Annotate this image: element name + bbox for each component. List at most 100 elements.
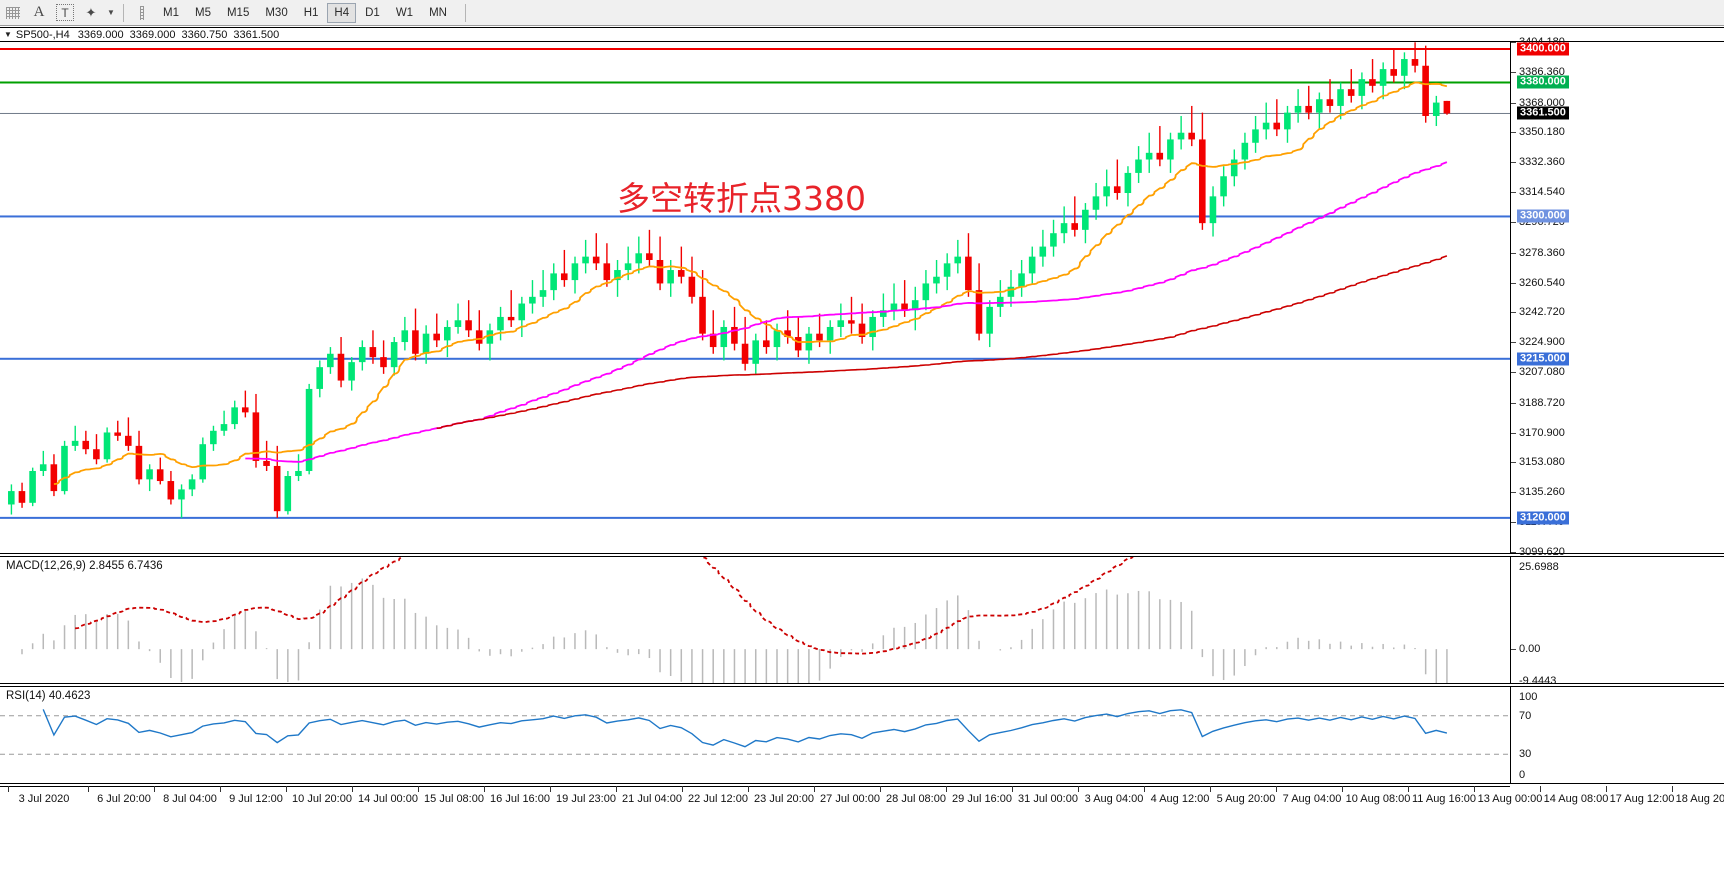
time-tick bbox=[484, 786, 485, 792]
time-tick-label: 29 Jul 16:00 bbox=[952, 793, 1012, 805]
time-tick-label: 21 Jul 04:00 bbox=[622, 793, 682, 805]
time-tick-label: 15 Jul 08:00 bbox=[424, 793, 484, 805]
rsi-tick-label: 100 bbox=[1519, 691, 1538, 703]
price-plot-area[interactable] bbox=[0, 42, 1510, 553]
timeframe-m30-button[interactable]: M30 bbox=[265, 6, 288, 19]
crosshair-grid-icon[interactable] bbox=[0, 1, 26, 25]
rsi-tick-label: 70 bbox=[1519, 709, 1532, 722]
bottom-filler bbox=[0, 810, 1724, 892]
timeframe-m15-button[interactable]: M15 bbox=[226, 6, 250, 19]
time-tick-label: 23 Jul 20:00 bbox=[754, 793, 814, 805]
time-tick-label: 28 Jul 08:00 bbox=[886, 793, 946, 805]
time-tick-label: 8 Jul 04:00 bbox=[163, 793, 217, 805]
price-level-badge[interactable]: 3215.000 bbox=[1517, 352, 1569, 366]
price-tick bbox=[1511, 282, 1516, 284]
timeframe-group: M1 M5 M15 M30 H1 H4 D1 W1 MN bbox=[155, 2, 455, 23]
timeframe-grip-icon bbox=[129, 1, 155, 25]
time-tick-label: 9 Jul 12:00 bbox=[229, 793, 283, 805]
time-tick bbox=[220, 786, 221, 792]
timeframe-m5-button[interactable]: M5 bbox=[194, 6, 211, 19]
symbol-label: SP500-,H4 bbox=[15, 28, 70, 41]
toolbar-divider bbox=[123, 3, 124, 22]
collapse-caret-icon[interactable]: ▼ bbox=[4, 30, 12, 39]
time-tick bbox=[946, 786, 947, 792]
time-tick bbox=[1408, 786, 1409, 792]
time-tick bbox=[1276, 786, 1277, 792]
time-tick bbox=[550, 786, 551, 792]
time-tick-label: 13 Aug 00:00 bbox=[1477, 793, 1543, 805]
grip-glyph bbox=[140, 5, 144, 20]
price-candles-svg bbox=[0, 42, 1510, 519]
time-tick-label: 22 Jul 12:00 bbox=[688, 793, 748, 805]
price-tick bbox=[1511, 312, 1516, 314]
time-tick bbox=[1342, 786, 1343, 792]
price-chart-panel[interactable]: 3404.1803386.3603368.0003350.1803332.360… bbox=[0, 36, 1724, 558]
price-tick-label: 3170.900 bbox=[1519, 426, 1565, 439]
time-tick bbox=[1012, 786, 1013, 792]
main-toolbar: A T ✦ ▼ M1 M5 M15 M30 H1 H4 D1 W1 MN bbox=[0, 0, 1724, 26]
time-tick-label: 18 Aug 20:00 bbox=[1675, 793, 1724, 805]
price-level-badge[interactable]: 3120.000 bbox=[1517, 511, 1569, 525]
grid-glyph bbox=[6, 6, 20, 19]
time-tick bbox=[1210, 786, 1211, 792]
timeframe-m1-button[interactable]: M1 bbox=[163, 6, 179, 19]
time-tick bbox=[748, 786, 749, 792]
price-tick bbox=[1511, 492, 1516, 494]
price-level-badge[interactable]: 3400.000 bbox=[1517, 42, 1569, 56]
macd-tick-label: 25.6988 bbox=[1519, 561, 1559, 573]
price-tick bbox=[1511, 342, 1516, 344]
macd-plot-area[interactable] bbox=[0, 557, 1510, 683]
macd-tick-label: 0.00 bbox=[1519, 643, 1541, 656]
macd-indicator-panel[interactable]: MACD(12,26,9) 2.8455 6.7436 25.6988 0.00 -… bbox=[0, 556, 1724, 687]
price-axis[interactable]: 3404.1803386.3603368.0003350.1803332.360… bbox=[1510, 36, 1724, 558]
timeframe-mn-button[interactable]: MN bbox=[429, 6, 447, 19]
text-label-icon[interactable]: A bbox=[33, 4, 45, 20]
rsi-tick-label: 30 bbox=[1519, 748, 1532, 761]
price-level-badge[interactable]: 3300.000 bbox=[1517, 209, 1569, 223]
text-box-icon[interactable]: T bbox=[56, 4, 74, 21]
price-tick bbox=[1511, 42, 1516, 43]
timeframe-w1-button[interactable]: W1 bbox=[395, 6, 414, 19]
price-tick-label: 3135.260 bbox=[1519, 486, 1565, 499]
ohlc-high: 3369.000 bbox=[129, 28, 176, 41]
time-tick bbox=[418, 786, 419, 792]
price-tick bbox=[1511, 402, 1516, 404]
price-tick-label: 3386.360 bbox=[1519, 65, 1565, 78]
price-tick-label: 3314.540 bbox=[1519, 186, 1565, 199]
timeframe-h4-button[interactable]: H4 bbox=[327, 2, 357, 23]
price-level-badge[interactable]: 3361.500 bbox=[1517, 106, 1569, 120]
price-tick bbox=[1511, 162, 1516, 164]
rsi-plot-area[interactable] bbox=[0, 687, 1510, 783]
chevron-down-icon[interactable]: ▼ bbox=[107, 8, 115, 17]
price-tick-label: 3278.360 bbox=[1519, 246, 1565, 259]
time-tick bbox=[1144, 786, 1145, 792]
time-tick-label: 19 Jul 23:00 bbox=[556, 793, 616, 805]
price-tick-label: 3332.360 bbox=[1519, 156, 1565, 169]
timeframe-d1-button[interactable]: D1 bbox=[365, 6, 380, 19]
time-tick-label: 14 Aug 08:00 bbox=[1543, 793, 1609, 805]
price-tick bbox=[1511, 132, 1516, 134]
price-level-badge[interactable]: 3380.000 bbox=[1517, 75, 1569, 89]
rsi-axis[interactable]: 100 70 30 0 bbox=[1510, 687, 1724, 783]
time-tick-label: 3 Jul 2020 bbox=[18, 793, 70, 805]
time-tick bbox=[682, 786, 683, 792]
price-tick bbox=[1511, 192, 1516, 194]
price-tick bbox=[1511, 221, 1516, 223]
symbol-info-bar[interactable]: ▼ SP500-,H4 3369.000 3369.000 3360.750 3… bbox=[0, 27, 1724, 42]
time-tick bbox=[8, 786, 9, 792]
time-tick-label: 7 Aug 04:00 bbox=[1282, 793, 1342, 805]
time-tick-label: 6 Jul 20:00 bbox=[97, 793, 151, 805]
toolbar-divider-2 bbox=[464, 3, 466, 22]
ohlc-close: 3361.500 bbox=[233, 28, 280, 41]
objects-icon[interactable]: ✦ bbox=[85, 4, 97, 20]
chart-annotation: 多空转折点3380 bbox=[617, 179, 866, 218]
timeframe-h1-button[interactable]: H1 bbox=[303, 6, 319, 19]
price-tick-label: 3224.900 bbox=[1519, 336, 1565, 349]
macd-axis[interactable]: 25.6988 0.00 -9.4443 bbox=[1510, 557, 1724, 687]
time-tick-label: 4 Aug 12:00 bbox=[1150, 793, 1210, 805]
macd-title: MACD(12,26,9) 2.8455 6.7436 bbox=[6, 560, 163, 572]
rsi-indicator-panel[interactable]: RSI(14) 40.4623 100 70 30 0 bbox=[0, 686, 1724, 784]
ohlc-open: 3369.000 bbox=[77, 28, 124, 41]
time-axis[interactable]: 3 Jul 2020 6 Jul 20:00 8 Jul 04:00 9 Jul 12… bbox=[0, 786, 1724, 810]
time-tick bbox=[154, 786, 155, 792]
